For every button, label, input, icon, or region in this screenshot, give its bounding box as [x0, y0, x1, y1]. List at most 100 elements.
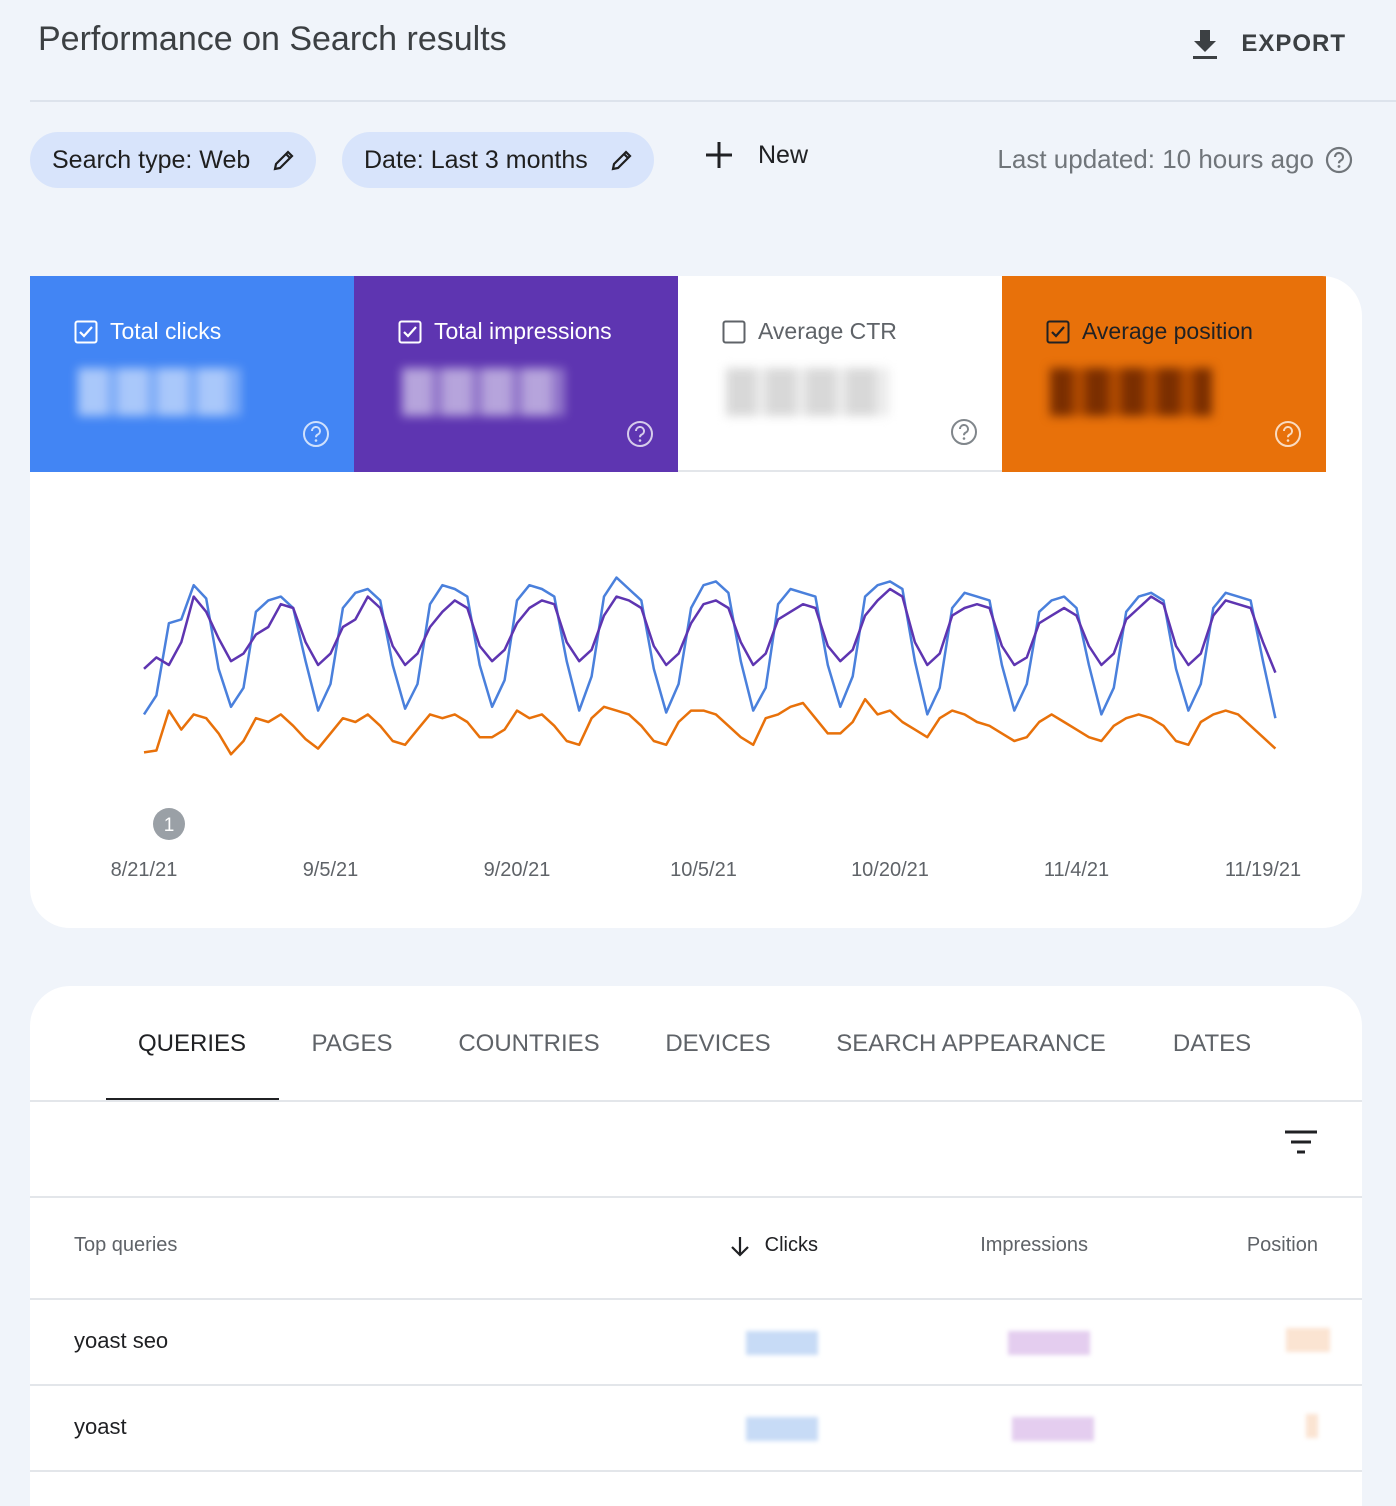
metric-tile[interactable]: Total impressions — [354, 276, 678, 472]
series-line — [142, 576, 1277, 719]
help-icon[interactable] — [302, 420, 330, 448]
divider — [30, 100, 1396, 102]
help-circle — [303, 421, 329, 447]
tab[interactable]: SEARCH APPEARANCE — [836, 1030, 1106, 1057]
checkbox — [1046, 320, 1070, 343]
edit-icon — [611, 150, 632, 171]
tab[interactable]: DEVICES — [665, 1030, 771, 1057]
chart: 8/21/21 9/5/21 9/20/21 10/5/21 10/20/21 11/4/… — [111, 576, 1301, 881]
help-mark — [959, 424, 969, 436]
help-mark — [635, 426, 645, 438]
help-circle — [1275, 421, 1301, 447]
metric-label: Total impressions — [398, 318, 612, 345]
metric-name: Total clicks — [110, 318, 222, 344]
help-icon[interactable] — [626, 420, 654, 448]
metric-label: Total clicks — [74, 318, 221, 345]
column-header[interactable]: Clicks — [729, 1234, 818, 1257]
metric-label: Average position — [1046, 318, 1253, 345]
column-label: Clicks — [764, 1234, 818, 1256]
checkbox-box — [74, 320, 98, 343]
tab-indicator — [106, 1098, 279, 1100]
help-circle — [627, 421, 653, 447]
help-circle — [951, 419, 977, 445]
x-tick-label: 9/5/21 — [303, 859, 359, 881]
metric-name: Total impressions — [434, 318, 612, 344]
last-updated: Last updated: 10 hours ago — [997, 144, 1354, 175]
series-line — [143, 697, 1277, 756]
metric-tile[interactable]: Average position — [1002, 276, 1326, 472]
divider — [30, 1196, 1362, 1198]
last-updated-text: Last updated: 10 hours ago — [997, 144, 1314, 174]
column-header: Top queries — [74, 1234, 178, 1256]
sort-arrow — [730, 1236, 749, 1257]
checkmark — [403, 325, 417, 338]
x-tick-label: 11/19/21 — [1225, 859, 1301, 881]
divider — [30, 1470, 1362, 1472]
column-header[interactable]: Position — [1246, 1234, 1318, 1256]
metric-tile[interactable]: Average CTR — [678, 276, 1002, 472]
metric-tile[interactable]: Total clicks — [30, 276, 354, 472]
chip-label: Date: Last 3 months — [364, 145, 588, 174]
checkbox-box — [398, 320, 422, 343]
export-label: EXPORT — [1241, 30, 1346, 57]
column-header[interactable]: Impressions — [980, 1234, 1088, 1256]
checkbox-box — [1046, 320, 1070, 343]
x-tick-label: 10/5/21 — [670, 859, 737, 881]
tab[interactable]: COUNTRIES — [458, 1030, 600, 1057]
performance-card: Total clicks Total impressions Average CTR… — [30, 276, 1362, 928]
x-tick-label: 8/21/21 — [111, 859, 178, 881]
blurred-cell — [746, 1331, 818, 1355]
metric-label: Average CTR — [722, 318, 897, 345]
page-title: Performance on Search results — [38, 20, 507, 58]
export-button[interactable]: EXPORT — [1191, 28, 1346, 60]
tab[interactable]: QUERIES — [137, 1030, 247, 1057]
divider — [30, 1384, 1362, 1386]
download-icon — [1193, 30, 1218, 59]
checkbox — [398, 320, 422, 343]
annotation-label: 1 — [164, 815, 175, 836]
help-icon[interactable] — [1324, 145, 1354, 175]
divider — [30, 1298, 1362, 1300]
blurred-value — [726, 368, 888, 416]
help-icon[interactable] — [1274, 420, 1302, 448]
chip-label: Search type: Web — [52, 145, 251, 174]
metric-name: Average CTR — [758, 318, 897, 344]
tab[interactable]: PAGES — [311, 1030, 393, 1057]
help-dot — [638, 439, 642, 442]
new-filter-button[interactable]: New — [704, 140, 808, 170]
help-mark — [1283, 426, 1293, 438]
blurred-cell — [1008, 1331, 1090, 1355]
x-tick-label: 10/20/21 — [851, 859, 929, 881]
checkmark — [1051, 325, 1065, 338]
x-tick-label: 11/4/21 — [1044, 859, 1109, 881]
new-label: New — [758, 140, 809, 169]
blurred-cell — [1306, 1414, 1318, 1438]
filter-icon[interactable] — [1284, 1130, 1318, 1156]
checkbox-box — [722, 320, 746, 343]
help-dot — [314, 439, 318, 442]
edit-icon — [273, 150, 294, 171]
checkmark — [79, 325, 93, 338]
x-tick-label: 9/20/21 — [484, 859, 551, 881]
filter-chip[interactable]: Search type: Web — [30, 132, 317, 188]
help-icon[interactable] — [950, 418, 978, 446]
plus-icon — [706, 142, 732, 168]
metric-name: Average position — [1082, 318, 1253, 344]
help-dot — [962, 437, 966, 440]
tab[interactable]: DATES — [1172, 1030, 1252, 1057]
filter-chip[interactable]: Date: Last 3 months — [342, 132, 654, 188]
help-dot — [1286, 439, 1290, 442]
annotation-marker[interactable] — [153, 808, 185, 840]
report-card — [30, 986, 1362, 1506]
divider — [30, 1100, 1362, 1102]
query-cell[interactable]: yoast — [74, 1414, 127, 1439]
checkbox — [74, 320, 98, 343]
series-line — [143, 587, 1277, 674]
blurred-value — [402, 368, 564, 416]
blurred-cell — [1012, 1417, 1094, 1441]
checkbox — [722, 320, 746, 343]
blurred-cell — [1286, 1328, 1330, 1352]
query-cell[interactable]: yoast seo — [74, 1328, 169, 1353]
blurred-value — [1050, 368, 1212, 416]
